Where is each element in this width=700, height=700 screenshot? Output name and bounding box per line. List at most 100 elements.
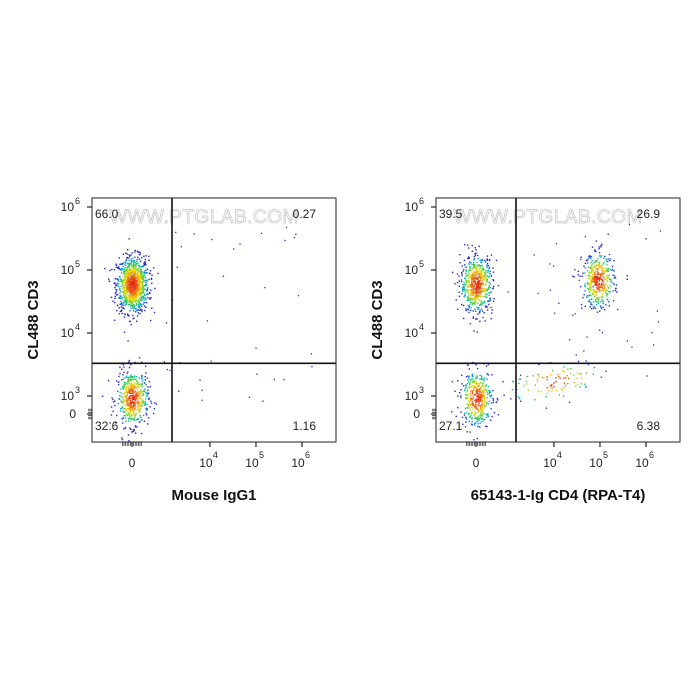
event-dot: [601, 296, 603, 298]
event-dot: [577, 372, 579, 374]
event-dot: [451, 411, 453, 413]
event-dot: [136, 290, 138, 292]
event-dot: [114, 297, 116, 300]
event-dot: [487, 389, 490, 392]
event-dot: [591, 268, 593, 270]
event-dot: [201, 399, 203, 401]
event-dot: [458, 280, 461, 282]
quadrant-upper-right-value: 0.27: [293, 207, 317, 221]
event-dot: [130, 418, 132, 420]
event-dot: [139, 415, 142, 417]
event-dot: [479, 273, 481, 275]
event-dot: [117, 267, 119, 269]
event-dot: [143, 274, 145, 277]
event-dot: [471, 406, 473, 408]
event-dot: [137, 384, 140, 386]
event-dot: [132, 301, 134, 303]
event-dot: [124, 391, 127, 394]
event-dot: [133, 310, 135, 312]
event-dot: [133, 303, 135, 306]
event-dot: [136, 279, 138, 281]
event-dot: [476, 288, 478, 290]
event-dot: [511, 389, 514, 391]
event-dot: [468, 281, 471, 283]
event-dot: [134, 407, 136, 410]
event-dot: [134, 261, 136, 264]
event-dot: [135, 293, 138, 295]
event-dot: [134, 251, 136, 253]
event-dot: [486, 278, 489, 281]
event-dot: [133, 293, 135, 295]
event-dot: [465, 421, 467, 423]
event-dot: [140, 257, 143, 259]
event-dot: [476, 395, 478, 398]
event-dot: [472, 294, 474, 296]
event-dot: [473, 274, 475, 276]
event-dot: [133, 261, 135, 263]
event-dot: [133, 283, 135, 285]
event-dot: [484, 406, 486, 408]
event-dot: [489, 259, 491, 261]
event-dot: [597, 264, 599, 266]
event-dot: [584, 235, 587, 238]
event-dot: [478, 281, 480, 283]
event-dot: [135, 264, 137, 266]
event-dot: [470, 286, 472, 288]
event-dot: [132, 418, 134, 420]
event-dot: [477, 411, 480, 413]
event-dot: [606, 298, 609, 300]
event-dot: [588, 283, 590, 285]
event-dot: [140, 270, 142, 272]
event-dot: [465, 273, 467, 275]
event-dot: [116, 414, 118, 417]
quadrant-lower-left-value: 32.6: [95, 419, 119, 433]
event-dot: [604, 308, 606, 311]
event-dot: [470, 414, 472, 416]
event-dot: [211, 238, 213, 241]
event-dot: [107, 379, 110, 382]
event-dot: [488, 286, 490, 289]
event-dot: [129, 427, 131, 429]
event-dot: [466, 290, 468, 292]
event-dot: [470, 399, 472, 401]
event-dot: [594, 278, 596, 280]
event-dot: [482, 267, 484, 270]
event-dot: [471, 416, 473, 419]
event-dot: [129, 376, 131, 378]
event-dot: [473, 266, 476, 268]
event-dot: [460, 411, 462, 413]
event-dot: [130, 263, 132, 266]
event-dot: [477, 422, 480, 425]
event-dot: [466, 412, 468, 414]
event-dot: [590, 271, 592, 274]
event-dot: [137, 289, 139, 291]
event-dot: [481, 390, 484, 392]
y-tick-exponent: 5: [75, 259, 80, 269]
event-dot: [133, 260, 135, 262]
event-dot: [141, 289, 143, 291]
event-dot: [131, 299, 133, 301]
event-dot: [118, 266, 120, 268]
event-dot: [476, 318, 478, 320]
event-dot: [133, 273, 136, 275]
event-dot: [476, 408, 479, 410]
event-dot: [118, 397, 121, 399]
event-dot: [124, 286, 126, 288]
event-dot: [611, 269, 613, 271]
event-dot: [122, 395, 125, 397]
event-dot: [472, 289, 475, 291]
event-dot: [596, 290, 598, 292]
event-dot: [145, 281, 147, 284]
event-dot: [123, 280, 125, 282]
event-dot: [469, 286, 471, 288]
event-dot: [120, 410, 122, 412]
event-dot: [149, 270, 152, 272]
event-dot: [492, 279, 494, 281]
event-dot: [484, 288, 486, 290]
event-dot: [488, 300, 490, 302]
event-dot: [496, 397, 499, 400]
event-dot: [480, 290, 483, 292]
event-dot: [471, 301, 473, 303]
event-dot: [477, 398, 480, 400]
event-dot: [479, 285, 482, 287]
